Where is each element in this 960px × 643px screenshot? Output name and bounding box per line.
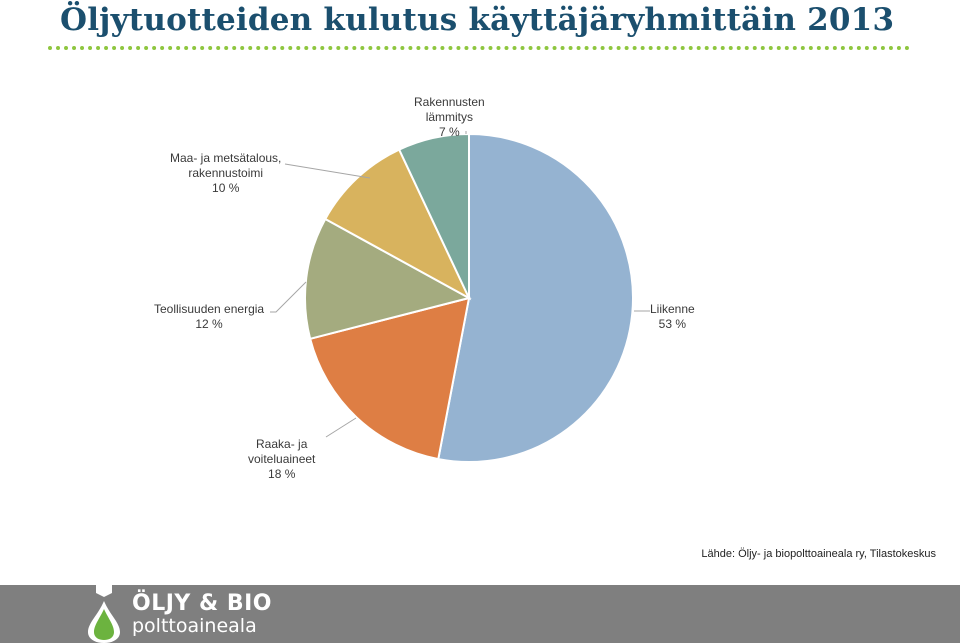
label-liikenne: Liikenne 53 % [650,302,695,332]
leader-line [270,281,307,313]
footer-bar: ÖLJY & BIO polttoaineala [0,585,960,643]
slice-label-line: Teollisuuden energia [154,302,265,316]
slice-label-line: rakennustoimi [188,166,264,180]
slice-raaka-ja-voiteluaineet [308,296,471,461]
slice-percent: 10 % [212,181,240,195]
leader-line [325,417,357,438]
slice-label-line: Rakennusten [414,95,485,109]
slice-rakennusten-lammitys [397,132,470,299]
source-note: Lähde: Öljy- ja biopolttoaineala ry, Til… [701,548,936,560]
slice-label-line: lämmitys [425,110,474,124]
slice-maa-ja-metsatalous [323,148,472,301]
slice-label-line: Maa- ja metsätalous, [170,151,282,165]
slice-percent: 12 % [195,317,223,331]
label-teollisuuden-energia: Teollisuuden energia 12 % [154,302,264,332]
oil-drop-icon [88,585,120,643]
slice-label-line: Liikenne [650,302,695,316]
slice-liikenne [437,132,634,463]
title-divider [48,46,910,50]
slice-percent: 53 % [658,317,687,331]
slice-label-line: Raaka- ja [256,437,308,451]
page-title: Öljytuotteiden kulutus käyttäjäryhmittäi… [60,2,895,38]
label-rakennusten-lammitys: Rakennusten lämmitys 7 % [414,95,485,140]
logo-text-main: ÖLJY & BIO [132,591,272,616]
label-maa-ja-metsatalous: Maa- ja metsätalous, rakennustoimi 10 % [170,151,281,196]
logo-text-sub: polttoaineala [132,615,257,637]
slice-percent: 7 % [439,125,460,139]
pie-chart [270,131,650,463]
slice-teollisuuden-energia [304,217,472,341]
leader-line [284,163,371,179]
slice-percent: 18 % [268,467,296,481]
slice-label-line: voiteluaineet [248,452,316,466]
label-raaka-ja-voiteluaineet: Raaka- ja voiteluaineet 18 % [248,437,315,482]
